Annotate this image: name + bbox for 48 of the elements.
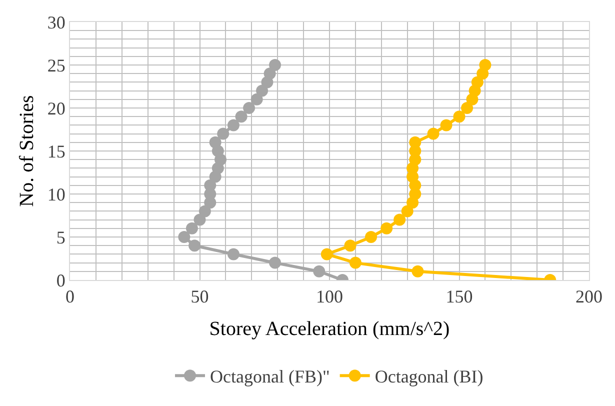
point bbox=[198, 205, 211, 218]
point bbox=[479, 59, 492, 71]
point bbox=[243, 102, 256, 114]
y-tick-label: 25 bbox=[47, 55, 66, 76]
y-axis-title: No. of Stories bbox=[16, 94, 38, 207]
point bbox=[217, 128, 230, 140]
point bbox=[320, 248, 333, 260]
point bbox=[269, 256, 282, 269]
point bbox=[313, 265, 326, 278]
point bbox=[264, 68, 276, 80]
point bbox=[427, 128, 440, 140]
y-tick-label: 10 bbox=[47, 184, 66, 204]
point bbox=[401, 205, 414, 218]
x-tick-label: 200 bbox=[576, 286, 602, 307]
point bbox=[409, 136, 422, 148]
point bbox=[269, 59, 282, 71]
point bbox=[471, 76, 484, 88]
point bbox=[235, 110, 248, 123]
point bbox=[344, 240, 356, 252]
legend-label: Octagonal (BI) bbox=[374, 366, 484, 387]
point bbox=[178, 231, 190, 243]
point bbox=[380, 222, 393, 234]
point bbox=[209, 136, 222, 148]
point bbox=[256, 84, 268, 97]
point bbox=[461, 102, 474, 114]
x-tick-label: 150 bbox=[446, 286, 473, 307]
y-tick-label: 30 bbox=[47, 12, 66, 32]
x-axis-title: Storey Acceleration (mm/s^2) bbox=[209, 318, 450, 340]
point bbox=[227, 248, 240, 260]
point bbox=[412, 265, 424, 278]
y-tick-label: 5 bbox=[56, 227, 66, 248]
point bbox=[227, 119, 240, 132]
legend-label: Octagonal (FB)" bbox=[210, 366, 330, 387]
y-tick-label: 15 bbox=[47, 141, 66, 162]
point bbox=[250, 93, 263, 106]
point bbox=[186, 222, 198, 234]
point bbox=[394, 214, 406, 226]
x-tick-label: 100 bbox=[316, 286, 343, 307]
point bbox=[453, 110, 466, 123]
y-tick-label: 0 bbox=[56, 270, 66, 290]
point bbox=[194, 214, 206, 226]
x-tick-label: 50 bbox=[190, 286, 209, 307]
point bbox=[349, 256, 362, 269]
point bbox=[188, 240, 201, 252]
point bbox=[440, 119, 452, 132]
point bbox=[365, 231, 378, 243]
point bbox=[204, 179, 216, 192]
y-tick-label: 20 bbox=[47, 98, 66, 118]
